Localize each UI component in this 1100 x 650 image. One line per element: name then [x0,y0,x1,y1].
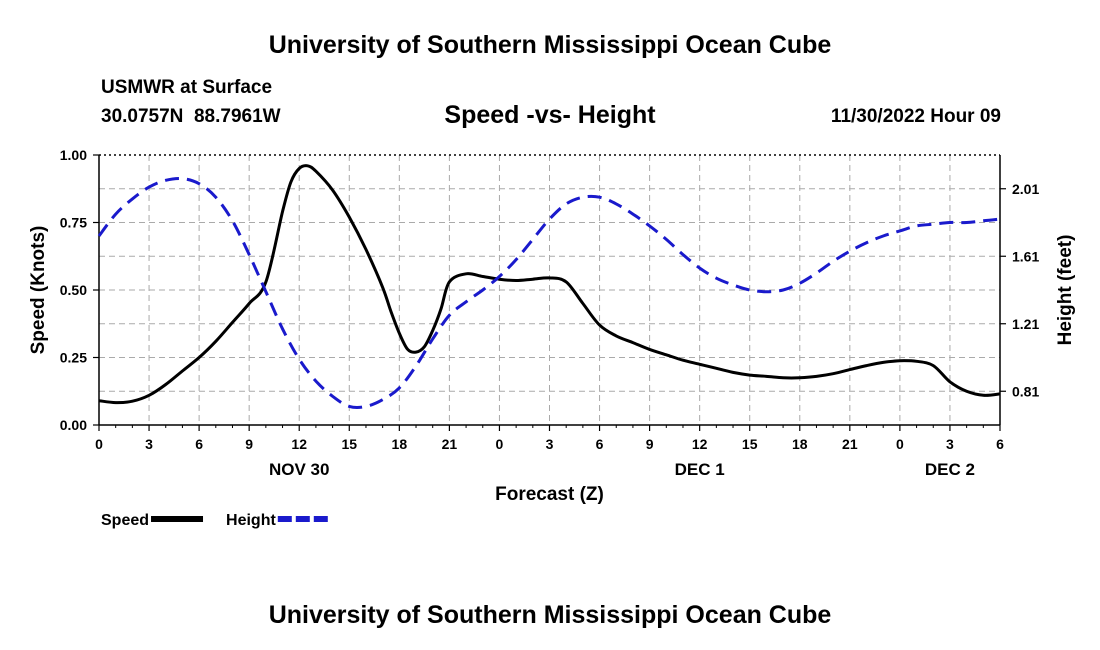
y-tick-label: 1.00 [60,147,87,163]
y-tick-label: 0.75 [60,215,87,231]
legend-label-speed: Speed [101,512,149,529]
day-label: DEC 2 [925,460,975,479]
chart-subtitle: Speed -vs- Height [444,101,656,129]
x-tick-label: 0 [896,436,904,452]
datetime-label: 11/30/2022 Hour 09 [830,106,1001,127]
y-axis-label: Speed (Knots) [28,226,49,355]
x-axis-label: Forecast (Z) [495,484,604,505]
x-tick-label: 15 [742,436,758,452]
y2-tick-label: 0.81 [1012,383,1039,399]
x-tick-label: 15 [341,436,357,452]
x-tick-label: 0 [95,436,103,452]
coordinates-label: 30.0757N 88.7961W [101,106,281,127]
y-tick-label: 0.50 [60,282,87,298]
chart-main-title: University of Southern Mississippi Ocean… [268,31,832,59]
x-tick-label: 21 [842,436,858,452]
x-tick-label: 0 [496,436,504,452]
day-label: DEC 1 [675,460,725,479]
y2-axis-label: Height (feet) [1055,235,1076,346]
y2-tick-label: 1.61 [1012,248,1039,264]
series-line-height [97,176,1001,409]
x-tick-label: 21 [442,436,458,452]
x-tick-label: 12 [692,436,708,452]
x-tick-label: 12 [291,436,307,452]
x-tick-label: 9 [245,436,253,452]
day-label: NOV 30 [269,460,329,479]
x-tick-label: 18 [792,436,808,452]
station-label: USMWR at Surface [101,77,273,98]
x-tick-label: 3 [946,436,954,452]
x-tick-label: 18 [392,436,408,452]
series-line-speed [98,164,1001,405]
x-tick-label: 9 [646,436,654,452]
x-tick-label: 6 [996,436,1004,452]
x-tick-label: 3 [145,436,153,452]
footer-title: University of Southern Mississippi Ocean… [268,601,832,629]
x-tick-label: 6 [195,436,203,452]
x-tick-label: 3 [546,436,554,452]
y-tick-label: 0.00 [60,417,87,433]
legend-label-height: Height [226,512,276,529]
y-tick-label: 0.25 [60,350,87,366]
y2-tick-label: 2.01 [1012,181,1039,197]
y2-tick-label: 1.21 [1012,316,1039,332]
x-tick-label: 6 [596,436,604,452]
